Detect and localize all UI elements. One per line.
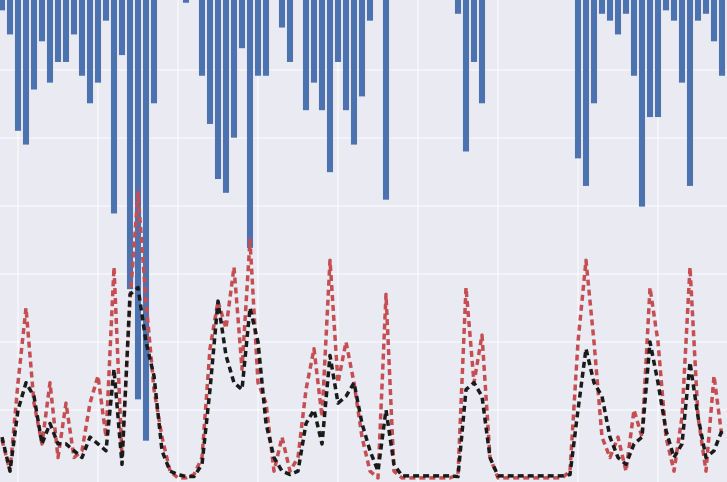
precip-bar — [334, 0, 342, 62]
precip-bar — [14, 0, 22, 131]
precip-bar — [222, 0, 230, 193]
precip-bar — [126, 0, 134, 290]
precip-bar — [654, 0, 662, 118]
precip-bar — [38, 0, 46, 42]
precip-bar — [286, 0, 294, 62]
precip-bar — [150, 0, 158, 104]
precip-bar — [278, 0, 286, 28]
precip-bar — [366, 0, 374, 21]
precip-bar — [198, 0, 206, 76]
precip-bar — [582, 0, 590, 186]
precip-bar — [358, 0, 366, 97]
precip-bar — [454, 0, 462, 14]
precip-bar — [86, 0, 94, 104]
precip-bar — [0, 0, 6, 11]
precip-bar — [206, 0, 214, 124]
precip-bar — [326, 0, 334, 173]
flow-line — [0, 285, 724, 479]
precip-bar — [62, 0, 70, 62]
precip-bar — [382, 0, 390, 200]
precip-bar — [182, 0, 190, 3]
precip-bar — [614, 0, 622, 35]
precip-bar — [70, 0, 78, 35]
precip-bar — [238, 0, 246, 49]
precip-bar — [342, 0, 350, 111]
precip-bar — [46, 0, 54, 83]
precip-bar — [606, 0, 614, 21]
precip-bar — [574, 0, 582, 159]
precip-bar — [30, 0, 38, 90]
precip-bar — [142, 0, 150, 441]
precip-bar — [118, 0, 126, 56]
precip-bar — [462, 0, 470, 152]
precip-bar — [710, 0, 718, 42]
precip-bar — [214, 0, 222, 180]
precip-bar — [254, 0, 262, 76]
precip-bar — [630, 0, 638, 76]
precip-bar — [702, 0, 710, 14]
precip-bar — [94, 0, 102, 83]
precip-bar — [622, 0, 630, 14]
precip-bar — [662, 0, 670, 11]
precip-bar — [670, 0, 678, 21]
precip-bar — [638, 0, 646, 207]
precip-bar — [262, 0, 270, 76]
precip-bar — [686, 0, 694, 186]
precip-bar — [246, 0, 254, 248]
precip-bar — [718, 0, 726, 76]
precip-bar — [78, 0, 86, 76]
flow-line — [0, 190, 724, 480]
precip-bar — [318, 0, 326, 111]
precip-bar — [694, 0, 702, 21]
precip-bar — [590, 0, 598, 104]
precip-bar — [110, 0, 118, 214]
precip-bar — [350, 0, 358, 145]
precip-bar — [478, 0, 486, 104]
precip-bar — [310, 0, 318, 83]
precip-bar — [102, 0, 110, 21]
precip-bar — [646, 0, 654, 118]
precip-bar — [22, 0, 30, 145]
precip-bar — [678, 0, 686, 83]
precip-bar — [54, 0, 62, 62]
precip-bar — [6, 0, 14, 35]
precip-bar — [470, 0, 478, 62]
precip-bar — [598, 0, 606, 14]
precip-bar — [230, 0, 238, 138]
precip-bar — [302, 0, 310, 111]
